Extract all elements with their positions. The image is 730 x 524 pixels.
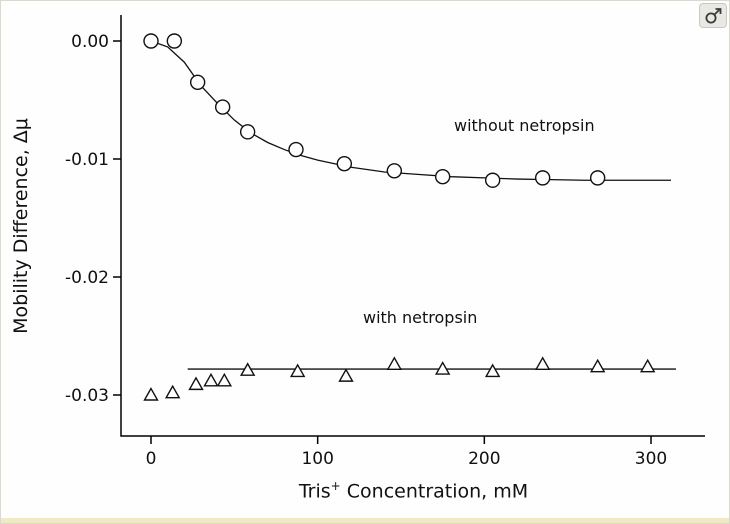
- data-point-circle: [166, 33, 183, 49]
- x-tick-label: 100: [301, 449, 333, 469]
- data-point-triangle: [164, 384, 181, 399]
- data-point-circle: [386, 163, 403, 179]
- data-point-triangle: [434, 361, 451, 375]
- data-point-triangle: [639, 358, 656, 373]
- y-tick-label: 0.00: [71, 32, 109, 52]
- window-bottom-border: [1, 518, 729, 523]
- data-point-circle: [336, 156, 353, 172]
- data-point-triangle: [239, 362, 256, 376]
- x-axis-title: Tris+ Concentration, mM: [121, 479, 706, 502]
- data-point-circle: [143, 33, 159, 49]
- chart-canvas: 0 100 200 300 0.00 -0.01 -0.02 -0.03: [65, 15, 705, 469]
- zoom-cursor-icon[interactable]: [699, 3, 727, 28]
- data-point-triangle: [289, 363, 306, 378]
- data-point-triangle: [143, 387, 159, 401]
- data-point-circle: [214, 99, 231, 115]
- data-point-triangle: [589, 358, 606, 373]
- x-axis-title-base: Tris: [298, 480, 331, 503]
- zoom-cursor-glyph: [705, 7, 722, 23]
- x-tick-label: 200: [468, 449, 500, 469]
- axis-lines: [120, 15, 705, 437]
- data-point-circle: [189, 74, 206, 91]
- data-point-triangle: [216, 372, 233, 387]
- y-axis-title: Mobility Difference, Δμ: [3, 11, 39, 441]
- x-tick-label: 0: [146, 449, 157, 469]
- data-point-triangle: [484, 363, 501, 378]
- data-point-circle: [534, 170, 551, 186]
- data-point-circle: [589, 170, 606, 186]
- series-label-with-netropsin: with netropsin: [363, 308, 478, 327]
- y-tick-label: -0.03: [65, 386, 109, 406]
- data-point-circle: [288, 141, 304, 158]
- x-axis-title-rest: Concentration, mM: [340, 480, 529, 503]
- data-point-triangle: [188, 376, 204, 391]
- y-tick-label: -0.02: [65, 268, 109, 288]
- data-point-triangle: [534, 356, 551, 371]
- data-point-triangle: [203, 372, 219, 387]
- data-point-circle: [434, 168, 451, 185]
- x-axis-title-sup: +: [330, 479, 341, 493]
- data-point-circle: [239, 124, 256, 140]
- series-label-without-netropsin: without netropsin: [454, 116, 595, 135]
- data-point-triangle: [386, 356, 403, 371]
- data-point-triangle: [338, 368, 354, 382]
- x-tick-label: 300: [635, 449, 667, 469]
- y-axis-title-text: Mobility Difference, Δμ: [10, 118, 33, 334]
- fit-curve-without-netropsin: [150, 40, 671, 181]
- data-point-circle: [484, 172, 501, 188]
- y-tick-label: -0.01: [65, 150, 109, 170]
